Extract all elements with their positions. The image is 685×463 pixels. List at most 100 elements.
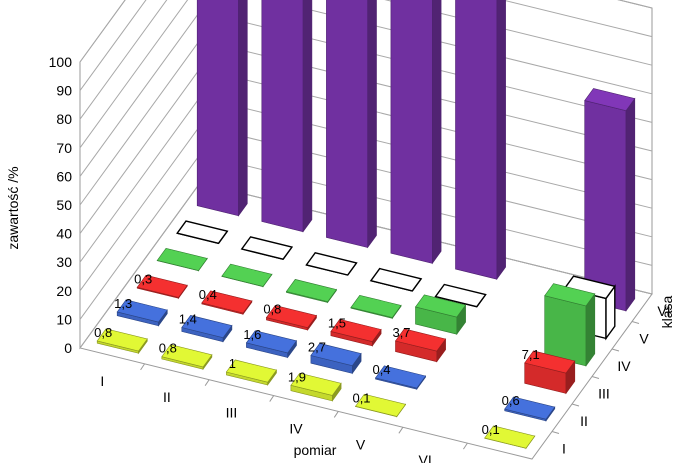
data-labels: 0,3 0,4 0,8 1,5 3,7 7,1 1,3 1,4 1,6 2,7 0,4 0,6 0,8 0… bbox=[94, 271, 540, 437]
bar bbox=[221, 263, 273, 288]
bar bbox=[201, 290, 253, 316]
bar-side bbox=[625, 97, 636, 312]
bar-side bbox=[302, 0, 313, 233]
bar bbox=[305, 252, 358, 276]
bar-top bbox=[330, 318, 382, 342]
x-tick-mark bbox=[333, 411, 339, 418]
gridline bbox=[79, 0, 653, 91]
bar-top bbox=[584, 88, 636, 112]
bar-top bbox=[310, 343, 362, 367]
bar-side bbox=[367, 0, 377, 249]
left-wall bbox=[79, 0, 201, 350]
bar-front bbox=[196, 0, 239, 217]
bar-top bbox=[374, 365, 427, 389]
bar-top bbox=[116, 299, 168, 323]
bar bbox=[390, 0, 442, 265]
y-tick-label: 80 bbox=[56, 111, 72, 127]
y-tick-label: 10 bbox=[56, 311, 72, 327]
y-tick-label: 90 bbox=[56, 83, 72, 99]
x-tick-label: II bbox=[163, 389, 171, 405]
bar-top bbox=[201, 290, 253, 314]
bar-top bbox=[414, 294, 467, 318]
bar-front bbox=[584, 100, 627, 312]
bar-top bbox=[240, 236, 294, 260]
depth-tick-label: II bbox=[580, 413, 588, 429]
bar-top bbox=[350, 294, 402, 318]
bar bbox=[414, 294, 467, 336]
bar bbox=[584, 88, 636, 312]
data-label: 1,9 bbox=[288, 369, 306, 384]
bar-top bbox=[434, 283, 487, 308]
bar bbox=[374, 365, 427, 391]
bars bbox=[96, 0, 636, 450]
data-label: 7,1 bbox=[522, 347, 540, 362]
x-tick-mark bbox=[398, 427, 404, 434]
bar bbox=[265, 305, 318, 331]
bar bbox=[369, 267, 423, 292]
depth-tick-mark bbox=[631, 321, 640, 324]
bar-side bbox=[431, 0, 442, 265]
bar-top bbox=[225, 359, 278, 383]
data-label: 0,6 bbox=[502, 393, 520, 408]
x-axis-ticks: IIIIIIIVVVIVII bbox=[100, 373, 432, 463]
data-label: 1,4 bbox=[179, 312, 197, 327]
bar bbox=[350, 294, 402, 320]
bar bbox=[290, 372, 342, 402]
y-axis-ticks: 0 10 20 30 40 50 60 70 80 90 100 bbox=[49, 54, 73, 356]
data-label: 3,7 bbox=[392, 325, 410, 340]
x-tick-label: VI bbox=[419, 452, 432, 463]
bar bbox=[261, 0, 313, 233]
bar bbox=[161, 344, 213, 371]
bar-top bbox=[290, 372, 342, 396]
bar bbox=[455, 0, 506, 281]
bar bbox=[330, 318, 382, 347]
bar-top bbox=[484, 425, 536, 449]
bar-top bbox=[524, 350, 576, 374]
data-label: 0,4 bbox=[372, 362, 390, 377]
bar bbox=[326, 0, 377, 249]
bar-top bbox=[221, 263, 273, 287]
bar-top bbox=[265, 305, 318, 329]
y-tick-label: 40 bbox=[56, 226, 72, 242]
x-tick-mark bbox=[140, 363, 145, 371]
x-tick-mark bbox=[463, 442, 468, 450]
depth-tick-label: I bbox=[562, 440, 566, 456]
bar bbox=[504, 396, 556, 422]
bar-front bbox=[390, 0, 433, 264]
x-tick-mark bbox=[204, 379, 210, 386]
bar bbox=[176, 220, 229, 245]
bar bbox=[116, 299, 168, 327]
bar-top bbox=[161, 344, 213, 368]
bar-front bbox=[455, 0, 498, 280]
bar bbox=[245, 330, 298, 359]
bar-top bbox=[136, 274, 188, 298]
y-tick-label: 100 bbox=[49, 54, 73, 70]
bar bbox=[310, 343, 362, 375]
bar-top bbox=[394, 328, 447, 352]
y-tick-label: 20 bbox=[56, 283, 72, 299]
x-tick-label: IV bbox=[289, 421, 303, 437]
bar-front bbox=[261, 0, 304, 233]
bar-top bbox=[504, 396, 556, 420]
data-label: 2,7 bbox=[308, 340, 326, 355]
bar bbox=[544, 283, 596, 367]
bar-side bbox=[585, 292, 596, 367]
x-tick-mark bbox=[269, 395, 275, 402]
x-axis-title: pomiar bbox=[294, 442, 337, 458]
data-label: 1 bbox=[229, 356, 236, 371]
depth-tick-label: IV bbox=[617, 358, 631, 374]
bar-top bbox=[181, 315, 233, 339]
depth-tick-mark bbox=[591, 376, 600, 379]
y-tick-label: 0 bbox=[64, 340, 72, 356]
depth-tick-mark bbox=[571, 403, 580, 407]
bar bbox=[136, 274, 188, 300]
bar-top bbox=[369, 267, 423, 292]
bar bbox=[285, 279, 338, 304]
bar bbox=[434, 283, 487, 308]
bar bbox=[524, 350, 576, 395]
bar-top bbox=[176, 220, 229, 245]
y-tick-label: 30 bbox=[56, 254, 72, 270]
bar bbox=[196, 0, 248, 217]
